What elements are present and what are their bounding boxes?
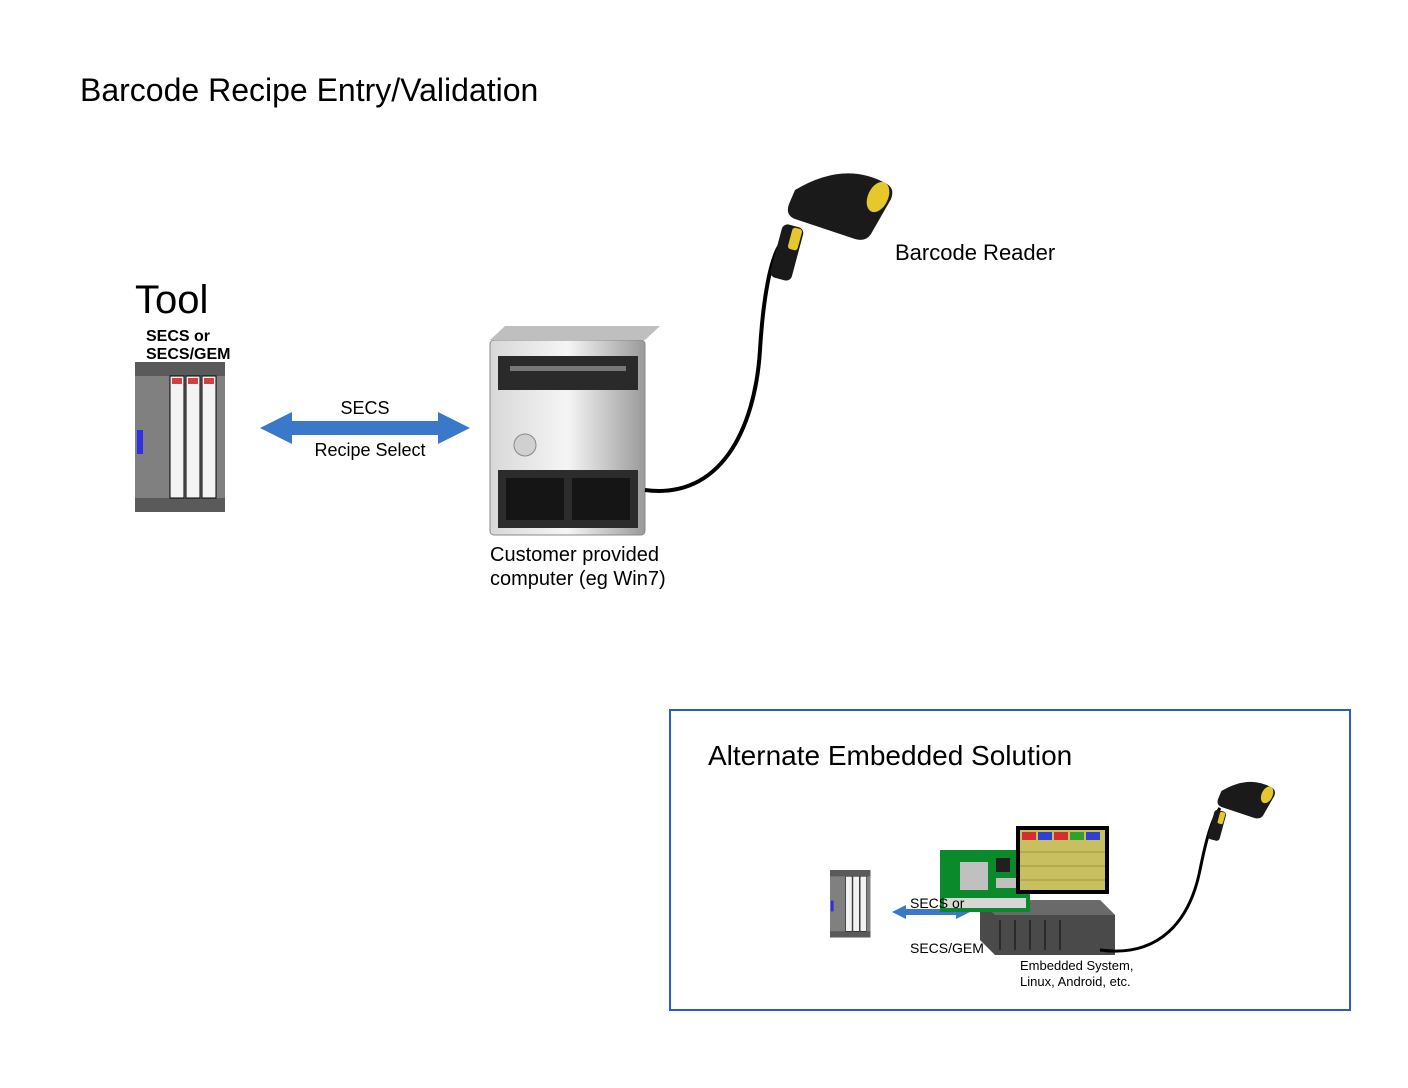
pc-caption-2: computer (eg Win7) [490, 568, 666, 591]
secs-arrow-label-bottom: Recipe Select [290, 440, 450, 461]
alt-arrow-label-bottom: SECS/GEM [910, 940, 984, 956]
embedded-screen-icon [1016, 826, 1109, 894]
alt-tool-icon [830, 870, 871, 938]
embedded-caption-2: Linux, Android, etc. [1020, 974, 1131, 989]
diagram-svg [0, 0, 1408, 1088]
barcode-reader-label: Barcode Reader [895, 240, 1055, 266]
barcode-reader-icon [645, 173, 894, 491]
embedded-caption-1: Embedded System, [1020, 958, 1133, 973]
alt-arrow-label-top: SECS or [910, 895, 964, 911]
pc-icon [490, 326, 660, 535]
alt-barcode-reader-icon [1100, 782, 1276, 951]
tool-icon [135, 362, 225, 512]
alternate-title: Alternate Embedded Solution [708, 740, 1072, 772]
secs-arrow-label-top: SECS [305, 398, 425, 419]
pc-caption-1: Customer provided [490, 544, 659, 567]
diagram-canvas: Barcode Recipe Entry/Validation Tool SEC… [0, 0, 1408, 1088]
